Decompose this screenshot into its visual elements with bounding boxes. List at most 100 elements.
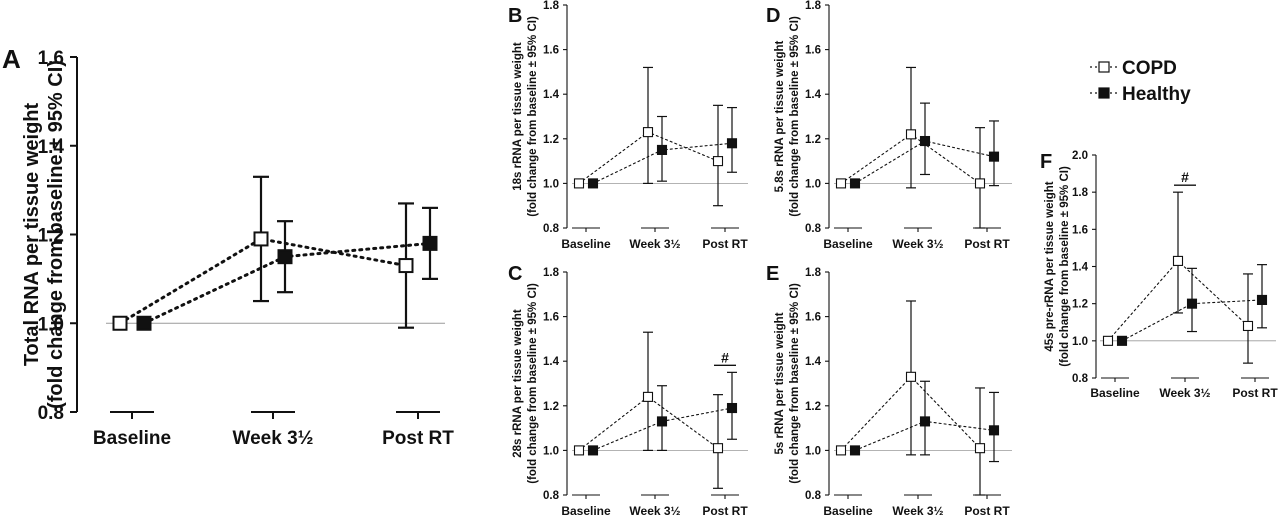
series-line-healthy (1121, 299, 1263, 342)
y-axis-label: 28s rRNA per tissue weight (512, 309, 524, 458)
y-tick-label: 2.0 (1072, 150, 1088, 162)
panel-b: B 18s rRNA per tissue weight (fold change … (508, 0, 748, 251)
data-point-copd (398, 258, 414, 274)
x-tick-label: Post RT (382, 428, 454, 449)
y-tick-label: 1.8 (1072, 187, 1089, 199)
data-point-copd (974, 178, 986, 189)
y-axis-label: 18s rRNA per tissue weight (512, 42, 524, 191)
y-tick-label: 1.6 (805, 45, 821, 57)
x-tick-label: Post RT (964, 237, 1010, 251)
panel-e: E 5s rRNA per tissue weight (fold change f… (766, 263, 1012, 516)
y-tick-label: 1.4 (805, 356, 822, 368)
data-point-healthy (587, 445, 599, 456)
y-tick-label: 0.8 (543, 223, 560, 235)
data-point-copd (573, 178, 585, 189)
x-tick-label: Post RT (1232, 386, 1278, 400)
y-axis-label-sub: (fold change from baseline ± 95% CI) (1059, 166, 1071, 367)
panel-c: C 28s rRNA per tissue weight (fold change … (508, 263, 748, 516)
legend-label: COPD (1122, 58, 1177, 79)
data-point-healthy (656, 416, 668, 427)
data-point-copd (1102, 335, 1114, 346)
y-tick-label: 1.2 (805, 134, 821, 146)
y-tick-label: 0.8 (543, 490, 560, 502)
legend-marker-healthy (1098, 87, 1110, 99)
data-point-copd (642, 127, 654, 138)
data-point-copd (253, 231, 269, 247)
data-point-healthy (849, 445, 861, 456)
x-tick-label: Post RT (964, 504, 1010, 516)
panel-letter: A (2, 44, 21, 74)
data-point-healthy (726, 138, 738, 149)
data-point-healthy (277, 249, 293, 265)
x-tick-label: Week 3½ (892, 237, 943, 251)
y-tick-label: 1.8 (543, 267, 560, 279)
y-tick-label: 1.4 (543, 356, 560, 368)
x-tick-label: Baseline (823, 237, 873, 251)
data-point-healthy (988, 425, 1000, 436)
data-point-healthy (726, 402, 738, 414)
data-point-healthy (1256, 294, 1268, 306)
x-tick-label: Week 3½ (1159, 386, 1210, 400)
panel-a: A Total RNA per tissue weight (fold change… (2, 44, 454, 449)
data-point-copd (905, 371, 917, 382)
y-tick-label: 0.8 (38, 403, 64, 424)
x-tick-label: Week 3½ (629, 237, 680, 251)
x-tick-label: Baseline (93, 428, 171, 449)
panel-letter: F (1040, 151, 1052, 173)
y-tick-label: 1.0 (805, 445, 821, 457)
x-tick-label: Post RT (702, 237, 748, 251)
data-point-copd (974, 443, 986, 454)
panel-letter: C (508, 263, 522, 285)
y-axis-label: Total RNA per tissue weight (21, 102, 43, 366)
y-tick-label: 1.6 (543, 45, 559, 57)
data-point-copd (712, 443, 724, 454)
data-point-healthy (422, 235, 438, 251)
x-tick-label: Week 3½ (629, 504, 680, 516)
data-point-copd (112, 315, 128, 331)
data-point-healthy (136, 315, 152, 331)
data-point-healthy (919, 416, 931, 427)
y-tick-label: 1.8 (805, 267, 822, 279)
x-tick-label: Baseline (823, 504, 873, 516)
data-point-healthy (849, 178, 861, 189)
x-tick-label: Baseline (561, 237, 611, 251)
data-point-copd (905, 129, 917, 140)
y-tick-label: 1.4 (38, 137, 65, 158)
data-point-copd (835, 178, 847, 189)
y-tick-label: 1.4 (543, 89, 560, 101)
data-point-healthy (656, 144, 668, 155)
data-point-copd (712, 156, 724, 167)
x-tick-label: Post RT (702, 504, 748, 516)
y-tick-label: 0.8 (1072, 373, 1089, 385)
y-tick-label: 1.2 (1072, 299, 1088, 311)
data-point-copd (642, 391, 654, 402)
y-tick-label: 1.4 (805, 89, 822, 101)
y-tick-label: 1.6 (1072, 224, 1088, 236)
y-axis-label: 45s pre-rRNA per tissue weight (1044, 181, 1056, 351)
x-tick-label: Week 3½ (892, 504, 943, 516)
data-point-healthy (988, 151, 1000, 162)
significance-marker: # (1181, 169, 1189, 185)
y-tick-label: 1.4 (1072, 262, 1089, 274)
y-tick-label: 0.8 (805, 490, 822, 502)
x-tick-label: Baseline (561, 504, 611, 516)
y-tick-label: 1.6 (543, 312, 559, 324)
data-point-healthy (1116, 335, 1128, 346)
data-point-copd (1242, 320, 1254, 332)
panel-letter: E (766, 263, 779, 285)
data-point-copd (835, 445, 847, 456)
y-tick-label: 1.8 (543, 0, 560, 12)
x-tick-label: Baseline (1090, 386, 1140, 400)
legend-marker-copd (1098, 61, 1110, 73)
series-line-copd (118, 237, 408, 325)
y-tick-label: 1.2 (38, 226, 64, 247)
y-tick-label: 1.6 (38, 48, 64, 69)
data-point-healthy (1186, 298, 1198, 309)
y-tick-label: 1.0 (38, 314, 64, 335)
y-axis-label-sub: (fold change from baseline ± 95% CI) (45, 60, 67, 409)
y-axis-label: 5s rRNA per tissue weight (774, 312, 786, 454)
legend-label: Healthy (1122, 84, 1191, 105)
panel-letter: B (508, 5, 522, 27)
y-tick-label: 1.2 (543, 134, 559, 146)
y-axis-label-sub: (fold change from baseline ± 95% CI) (789, 283, 801, 484)
